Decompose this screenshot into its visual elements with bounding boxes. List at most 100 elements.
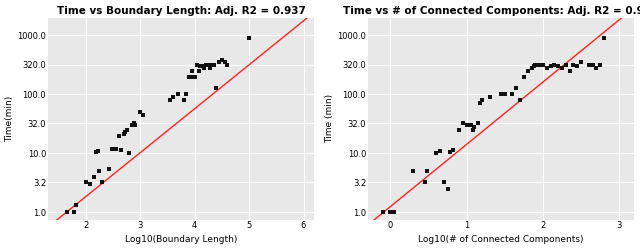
Point xyxy=(500,92,510,96)
Point xyxy=(165,98,175,102)
Point xyxy=(438,180,449,184)
Point xyxy=(198,64,208,68)
Point xyxy=(194,69,204,73)
Point xyxy=(461,123,472,127)
Point xyxy=(61,210,72,214)
Point xyxy=(389,210,399,214)
Point xyxy=(465,123,476,127)
Point xyxy=(185,74,195,78)
Point xyxy=(545,64,556,68)
Point xyxy=(523,69,533,73)
Point xyxy=(476,102,486,105)
Point xyxy=(526,66,536,70)
Point xyxy=(561,62,571,66)
Point xyxy=(595,62,605,66)
Point xyxy=(468,128,478,132)
Point xyxy=(179,98,189,102)
Point xyxy=(477,98,487,102)
Point xyxy=(584,62,594,66)
Point xyxy=(445,150,455,154)
Point xyxy=(189,74,200,78)
Point xyxy=(591,66,602,70)
Point xyxy=(572,64,582,68)
Point xyxy=(222,62,232,66)
Point xyxy=(519,74,529,78)
Point xyxy=(458,122,468,126)
Point xyxy=(385,210,396,214)
Point xyxy=(124,151,134,155)
Point xyxy=(209,62,219,66)
Point xyxy=(568,62,579,66)
Point xyxy=(549,62,559,66)
Y-axis label: Time (min): Time (min) xyxy=(326,94,335,143)
Point xyxy=(484,95,495,99)
Point xyxy=(97,180,107,184)
Point xyxy=(496,92,506,96)
Point xyxy=(473,122,483,126)
Point xyxy=(534,62,544,66)
Point xyxy=(541,66,552,70)
Point xyxy=(408,169,419,173)
Point xyxy=(529,64,539,68)
Point xyxy=(211,86,221,90)
Point xyxy=(378,210,388,214)
Point xyxy=(448,148,458,152)
Point xyxy=(138,113,148,117)
Point xyxy=(130,123,140,127)
Y-axis label: Time(min): Time(min) xyxy=(6,96,15,142)
Point xyxy=(71,204,81,208)
Point xyxy=(85,182,95,186)
Point xyxy=(515,98,525,102)
Point xyxy=(203,62,213,66)
Point xyxy=(181,92,191,96)
Point xyxy=(107,146,117,150)
Point xyxy=(431,151,442,155)
Point xyxy=(111,146,121,150)
Point xyxy=(538,62,548,66)
Point xyxy=(104,166,114,170)
Point xyxy=(576,60,586,64)
Title: Time vs # of Connected Components: Adj. R2 = 0.921: Time vs # of Connected Components: Adj. … xyxy=(344,6,640,16)
Point xyxy=(469,125,479,129)
Point xyxy=(184,74,195,78)
Point xyxy=(122,128,132,132)
Point xyxy=(135,110,145,114)
Point xyxy=(511,86,522,90)
X-axis label: Log10(# of Connected Components): Log10(# of Connected Components) xyxy=(419,236,584,244)
Point xyxy=(127,123,137,127)
X-axis label: Log10(Boundary Length): Log10(Boundary Length) xyxy=(125,236,237,244)
Point xyxy=(442,187,452,191)
Point xyxy=(94,169,104,173)
Point xyxy=(115,134,125,138)
Point xyxy=(244,36,254,40)
Point xyxy=(68,210,79,214)
Point xyxy=(454,128,464,132)
Point xyxy=(187,69,197,73)
Point xyxy=(220,60,230,64)
Point xyxy=(89,175,99,179)
Point xyxy=(120,130,130,134)
Point xyxy=(93,149,103,153)
Point xyxy=(90,150,100,154)
Point xyxy=(435,149,445,153)
Point xyxy=(118,132,129,136)
Point xyxy=(530,62,540,66)
Point xyxy=(168,95,178,99)
Point xyxy=(599,36,609,40)
Point xyxy=(206,62,216,66)
Point xyxy=(81,180,91,184)
Point xyxy=(116,148,126,152)
Point xyxy=(200,62,211,66)
Point xyxy=(217,58,227,62)
Point xyxy=(173,92,184,96)
Point xyxy=(420,180,430,184)
Title: Time vs Boundary Length: Adj. R2 = 0.937: Time vs Boundary Length: Adj. R2 = 0.937 xyxy=(56,6,305,16)
Point xyxy=(202,64,212,68)
Point xyxy=(564,69,575,73)
Point xyxy=(422,169,432,173)
Point xyxy=(195,64,205,68)
Point xyxy=(214,60,224,64)
Point xyxy=(508,92,518,96)
Point xyxy=(192,62,202,66)
Point xyxy=(553,64,563,68)
